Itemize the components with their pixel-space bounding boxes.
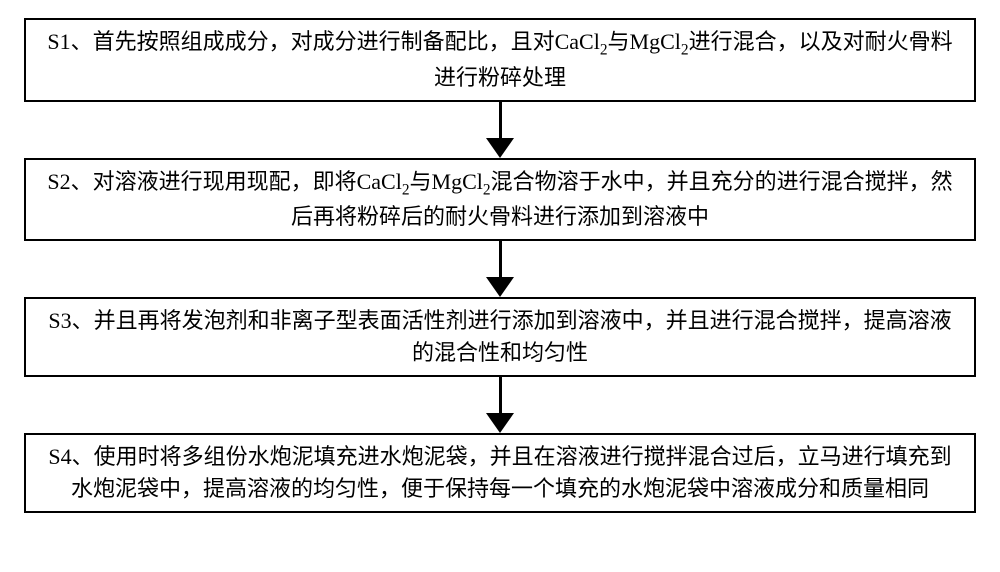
flowchart: S1、首先按照组成成分，对成分进行制备配比，且对CaCl2与MgCl2进行混合，…: [22, 18, 978, 513]
step-box-s4: S4、使用时将多组份水炮泥填充进水炮泥袋，并且在溶液进行搅拌混合过后，立马进行填…: [24, 433, 976, 513]
flowchart-container: S1、首先按照组成成分，对成分进行制备配比，且对CaCl2与MgCl2进行混合，…: [0, 0, 1000, 572]
arrow-head-icon: [486, 277, 514, 297]
step-text-s4: S4、使用时将多组份水炮泥填充进水炮泥袋，并且在溶液进行搅拌混合过后，立马进行填…: [48, 444, 951, 501]
step-box-s1: S1、首先按照组成成分，对成分进行制备配比，且对CaCl2与MgCl2进行混合，…: [24, 18, 976, 102]
arrow-shaft-icon: [499, 377, 502, 413]
step-box-s3: S3、并且再将发泡剂和非离子型表面活性剂进行添加到溶液中，并且进行混合搅拌，提高…: [24, 297, 976, 377]
arrow-s2-s3: [486, 241, 514, 297]
arrow-shaft-icon: [499, 102, 502, 138]
arrow-shaft-icon: [499, 241, 502, 277]
arrow-head-icon: [486, 413, 514, 433]
step-text-s3: S3、并且再将发泡剂和非离子型表面活性剂进行添加到溶液中，并且进行混合搅拌，提高…: [48, 308, 951, 365]
arrow-head-icon: [486, 138, 514, 158]
step-text-s1: S1、首先按照组成成分，对成分进行制备配比，且对CaCl2与MgCl2进行混合，…: [47, 29, 952, 90]
arrow-s1-s2: [486, 102, 514, 158]
arrow-s3-s4: [486, 377, 514, 433]
step-box-s2: S2、对溶液进行现用现配，即将CaCl2与MgCl2混合物溶于水中，并且充分的进…: [24, 158, 976, 242]
step-text-s2: S2、对溶液进行现用现配，即将CaCl2与MgCl2混合物溶于水中，并且充分的进…: [47, 169, 952, 230]
